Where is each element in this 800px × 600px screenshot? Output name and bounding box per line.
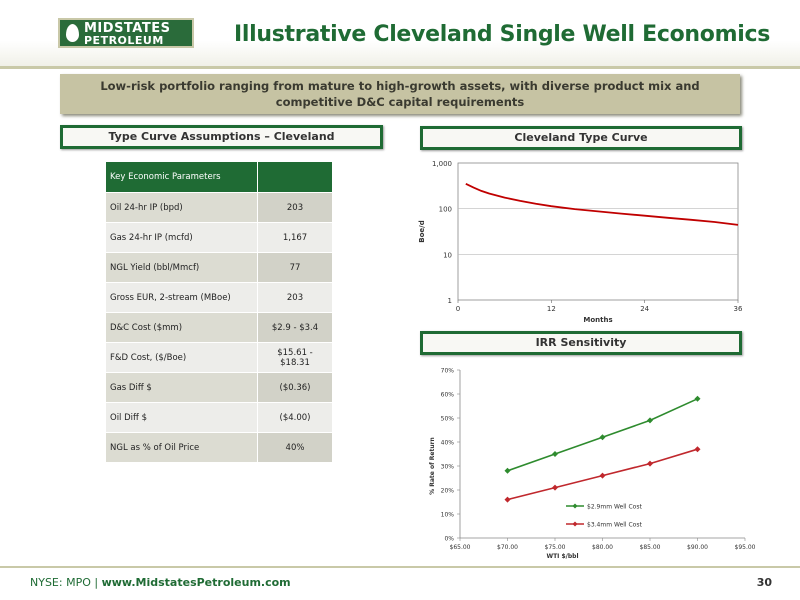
x-tick-label: $80.00: [592, 544, 613, 551]
data-point-marker: [694, 446, 701, 453]
data-point-marker: [599, 434, 606, 441]
data-point-marker: [694, 395, 701, 402]
x-tick-label: $75.00: [545, 544, 566, 551]
x-axis-label: Months: [583, 316, 612, 324]
x-tick-label: 0: [456, 305, 460, 313]
x-tick-label: 36: [734, 305, 743, 313]
row-label: Gross EUR, 2-stream (MBoe): [105, 282, 258, 313]
irr-sensitivity-chart: 0% 10% 20% 30% 40% 50% 60% 70% $65.00 $70.00 $75.0…: [429, 368, 756, 561]
y-tick-label: 30%: [441, 464, 455, 471]
footer-divider: [0, 566, 800, 568]
row-label: Oil Diff $: [105, 402, 258, 433]
data-point-marker: [552, 451, 558, 457]
x-axis-label: WTI $/bbl: [546, 553, 578, 560]
y-tick-label: 40%: [441, 440, 455, 447]
plot-area: [457, 162, 739, 301]
type-curve-line: [465, 182, 739, 226]
website-link[interactable]: www.MidstatesPetroleum.com: [101, 576, 291, 589]
table-row: Gas 24-hr IP (mcfd) 1,167: [105, 222, 333, 253]
data-point-marker: [647, 460, 653, 467]
type-curve-chart: 1 10 100 1,000 0 12 24 36 Months Boe/d: [418, 160, 743, 324]
row-value: ($4.00): [257, 402, 333, 433]
irr-section-title: IRR Sensitivity: [420, 331, 742, 355]
row-label: Oil 24-hr IP (bpd): [105, 192, 258, 223]
summary-banner: Low-risk portfolio ranging from mature t…: [60, 74, 740, 114]
banner-line2: competitive D&C capital requirements: [275, 95, 525, 109]
header-divider: [0, 66, 800, 69]
page-number: 30: [756, 576, 772, 589]
y-tick-label: 10%: [441, 512, 455, 519]
data-point-marker: [647, 417, 653, 424]
row-value: $15.61 - $18.31: [257, 342, 333, 373]
row-value: ($0.36): [257, 372, 333, 403]
row-value: 203: [257, 192, 333, 223]
x-tick-label: $85.00: [640, 544, 661, 551]
y-axis-label: % Rate of Return: [429, 437, 436, 495]
y-axis-label: Boe/d: [418, 220, 426, 242]
table-header-label: Key Economic Parameters: [105, 161, 258, 193]
y-tick-label: 100: [439, 206, 452, 214]
y-tick-label: 1,000: [432, 160, 452, 168]
table-row: Gross EUR, 2-stream (MBoe) 203: [105, 282, 333, 313]
table-row: NGL as % of Oil Price 40%: [105, 432, 333, 463]
assumptions-section-title: Type Curve Assumptions – Cleveland: [60, 125, 383, 149]
table-row: Oil Diff $ ($4.00): [105, 402, 333, 433]
data-point-marker: [552, 484, 558, 491]
table-header-row: Key Economic Parameters: [105, 161, 333, 193]
row-value: 203: [257, 282, 333, 313]
x-tick-label: 24: [640, 305, 649, 313]
row-label: Gas Diff $: [105, 372, 258, 403]
logo-line1: MIDSTATES: [84, 21, 171, 36]
table-row: F&D Cost, ($/Boe) $15.61 - $18.31: [105, 342, 333, 373]
y-tick-label: 50%: [441, 416, 455, 423]
data-point-marker: [599, 472, 606, 479]
table-header-value: [257, 161, 333, 193]
y-tick-label: 70%: [441, 368, 455, 375]
legend-label: $3.4mm Well Cost: [587, 522, 642, 529]
economic-parameters-table: Key Economic Parameters Oil 24-hr IP (bp…: [105, 161, 333, 463]
y-tick-label: 1: [448, 297, 452, 305]
x-tick-label: $95.00: [735, 544, 756, 551]
row-value: 77: [257, 252, 333, 283]
y-tick-label: 60%: [441, 392, 455, 399]
row-label: D&C Cost ($mm): [105, 312, 258, 343]
table-row: NGL Yield (bbl/Mmcf) 77: [105, 252, 333, 283]
legend-label: $2.9mm Well Cost: [587, 504, 642, 511]
row-value: $2.9 - $3.4: [257, 312, 333, 343]
table-row: Oil 24-hr IP (bpd) 203: [105, 192, 333, 223]
y-tick-label: 0%: [444, 536, 454, 543]
row-label: F&D Cost, ($/Boe): [105, 342, 258, 373]
oil-drop-icon: [66, 24, 79, 42]
company-logo: MIDSTATES PETROLEUM: [58, 18, 194, 48]
row-label: NGL as % of Oil Price: [105, 432, 258, 463]
logo-line2: PETROLEUM: [84, 34, 164, 47]
legend-marker: [572, 503, 578, 509]
x-tick-label: $70.00: [497, 544, 518, 551]
x-tick-label: $65.00: [450, 544, 471, 551]
banner-line1: Low-risk portfolio ranging from mature t…: [100, 79, 700, 93]
page-title: Illustrative Cleveland Single Well Econo…: [234, 22, 770, 47]
table-row: Gas Diff $ ($0.36): [105, 372, 333, 403]
exchange-ticker: NYSE: MPO |: [30, 576, 102, 589]
row-label: NGL Yield (bbl/Mmcf): [105, 252, 258, 283]
y-tick-label: 10: [443, 251, 452, 259]
row-value: 40%: [257, 432, 333, 463]
y-tick-label: 20%: [441, 488, 455, 495]
data-point-marker: [504, 496, 511, 503]
data-point-marker: [504, 467, 511, 474]
row-value: 1,167: [257, 222, 333, 253]
footer-text: NYSE: MPO | www.MidstatesPetroleum.com: [30, 576, 291, 589]
table-row: D&C Cost ($mm) $2.9 - $3.4: [105, 312, 333, 343]
type-curve-section-title: Cleveland Type Curve: [420, 126, 742, 150]
row-label: Gas 24-hr IP (mcfd): [105, 222, 258, 253]
x-tick-label: $90.00: [687, 544, 708, 551]
x-tick-label: 12: [547, 305, 556, 313]
legend-marker: [572, 521, 578, 527]
